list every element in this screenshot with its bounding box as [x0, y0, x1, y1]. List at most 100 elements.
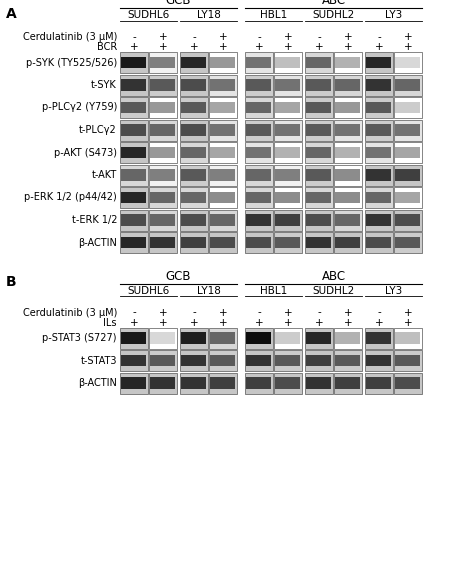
Bar	[209, 75, 237, 95]
Bar	[245, 75, 273, 95]
Bar	[335, 214, 360, 225]
Text: +: +	[344, 42, 352, 52]
Bar	[122, 147, 146, 158]
Bar	[335, 377, 360, 388]
Bar	[247, 214, 271, 225]
Bar	[245, 97, 273, 118]
Bar	[149, 328, 177, 349]
Bar	[305, 97, 333, 118]
Bar	[181, 332, 206, 344]
Bar	[335, 102, 360, 113]
Bar	[334, 97, 362, 118]
Bar	[247, 169, 271, 181]
Bar	[335, 57, 360, 68]
Text: ILs: ILs	[104, 317, 117, 328]
Text: +: +	[190, 42, 198, 52]
Bar	[366, 236, 391, 248]
Bar	[180, 120, 208, 140]
Bar	[247, 355, 271, 366]
Bar	[120, 52, 148, 73]
Text: +: +	[219, 307, 227, 317]
Bar	[211, 377, 235, 388]
Bar	[181, 192, 206, 203]
Text: SUDHL2: SUDHL2	[312, 10, 355, 20]
Bar	[149, 350, 177, 371]
Bar	[181, 169, 206, 181]
Bar	[335, 169, 360, 181]
Text: +: +	[315, 42, 323, 52]
Bar	[275, 332, 300, 344]
Bar	[305, 75, 333, 95]
Bar	[150, 102, 175, 113]
Bar	[120, 75, 148, 95]
Text: -: -	[317, 32, 321, 42]
Bar	[334, 372, 362, 394]
Text: +: +	[404, 307, 412, 317]
Bar	[366, 57, 391, 68]
Bar	[122, 57, 146, 68]
Bar	[396, 169, 420, 181]
Bar	[396, 355, 420, 366]
Bar	[396, 214, 420, 225]
Bar	[120, 328, 148, 349]
Text: +: +	[130, 42, 138, 52]
Bar	[334, 209, 362, 231]
Bar	[181, 236, 206, 248]
Bar	[181, 147, 206, 158]
Bar	[180, 165, 208, 186]
Bar	[149, 75, 177, 95]
Bar	[334, 187, 362, 208]
Bar	[335, 355, 360, 366]
Bar	[366, 192, 391, 203]
Text: +: +	[404, 32, 412, 42]
Bar	[334, 120, 362, 140]
Bar	[396, 332, 420, 344]
Bar	[274, 328, 302, 349]
Text: t-SYK: t-SYK	[91, 80, 117, 90]
Bar	[366, 102, 391, 113]
Text: -: -	[132, 307, 136, 317]
Bar	[211, 169, 235, 181]
Bar	[180, 232, 208, 253]
Bar	[274, 142, 302, 163]
Bar	[366, 124, 391, 136]
Bar	[365, 52, 393, 73]
Bar	[394, 75, 422, 95]
Bar	[275, 79, 300, 91]
Bar	[120, 165, 148, 186]
Bar	[211, 214, 235, 225]
Bar	[335, 79, 360, 91]
Bar	[394, 350, 422, 371]
Bar	[366, 79, 391, 91]
Bar	[334, 350, 362, 371]
Bar	[150, 355, 175, 366]
Bar	[122, 124, 146, 136]
Text: +: +	[219, 42, 227, 52]
Bar	[209, 187, 237, 208]
Bar	[120, 120, 148, 140]
Text: +: +	[284, 317, 292, 328]
Bar	[305, 165, 333, 186]
Bar	[209, 120, 237, 140]
Bar	[180, 142, 208, 163]
Text: -: -	[317, 307, 321, 317]
Bar	[149, 372, 177, 394]
Text: +: +	[404, 317, 412, 328]
Text: GCB: GCB	[166, 269, 191, 283]
Bar	[122, 79, 146, 91]
Bar	[211, 147, 235, 158]
Bar	[180, 75, 208, 95]
Text: SUDHL6: SUDHL6	[127, 286, 170, 295]
Bar	[150, 192, 175, 203]
Bar	[122, 169, 146, 181]
Bar	[366, 214, 391, 225]
Bar	[365, 187, 393, 208]
Bar	[149, 142, 177, 163]
Bar	[150, 377, 175, 388]
Text: -: -	[257, 307, 261, 317]
Bar	[245, 350, 273, 371]
Bar	[122, 192, 146, 203]
Bar	[209, 232, 237, 253]
Bar	[365, 142, 393, 163]
Bar	[396, 57, 420, 68]
